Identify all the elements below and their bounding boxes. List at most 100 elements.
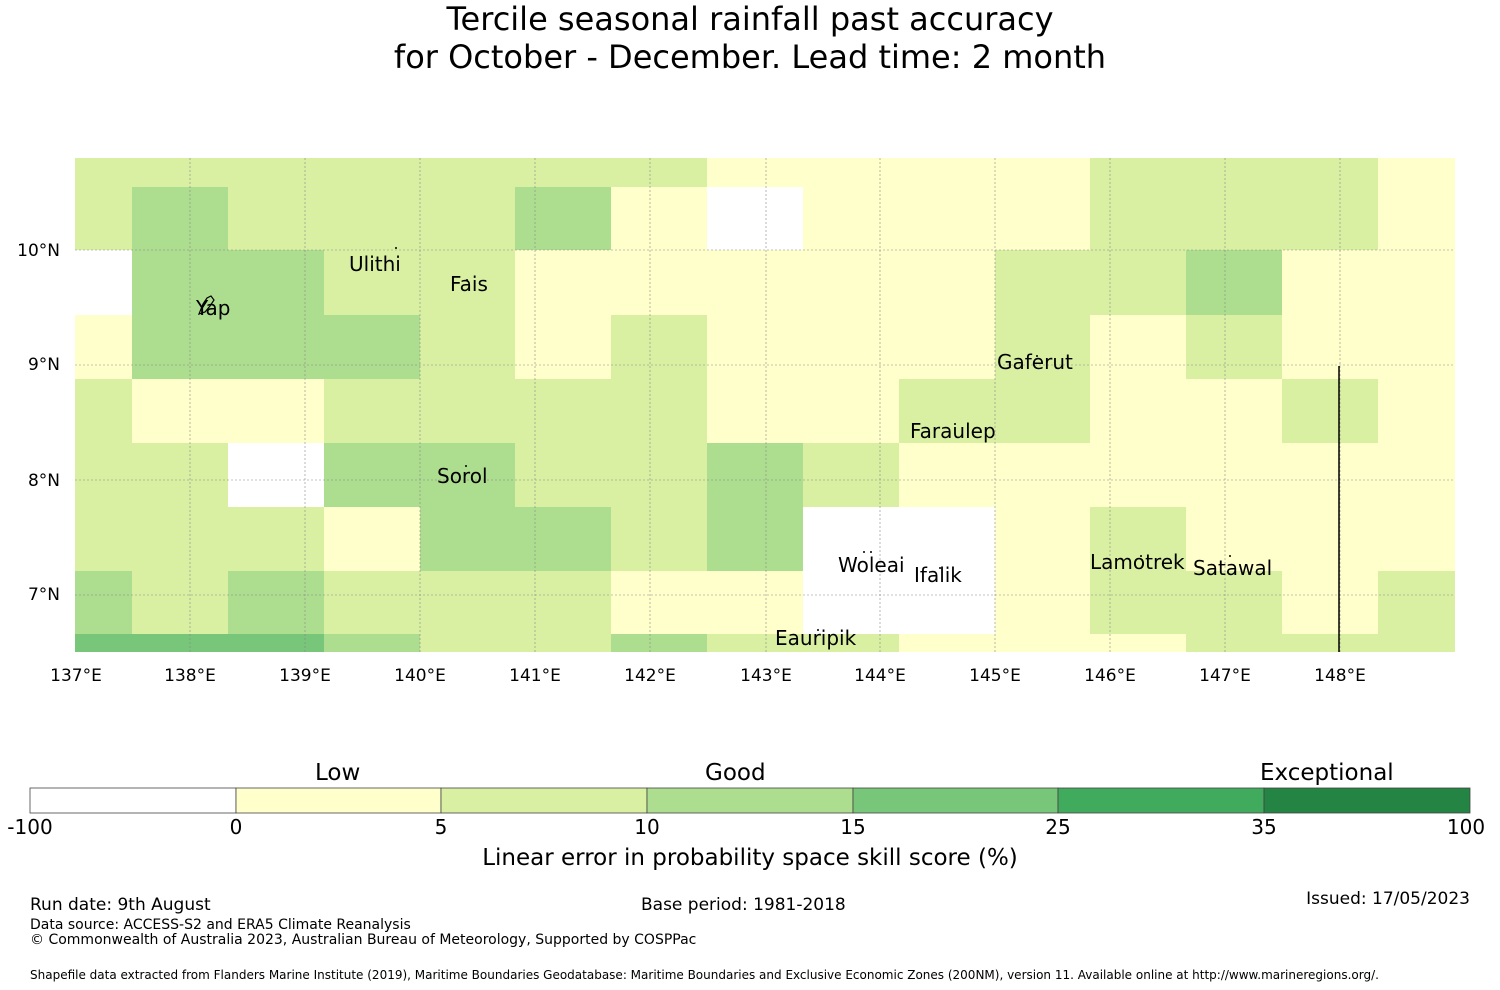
- grid-cell: [75, 379, 132, 443]
- grid-cell: [515, 187, 611, 250]
- grid-cell: [1186, 315, 1282, 379]
- woleai-island-dot: [870, 551, 872, 553]
- grid-cell: [1378, 379, 1455, 443]
- category-good: Good: [705, 760, 766, 786]
- satawal-island-dot: [1229, 555, 1231, 557]
- longitude-axis: 137°E 138°E 139°E 140°E 141°E 142°E 143°…: [50, 666, 1366, 686]
- lamotrek-island-dot: [1140, 555, 1142, 557]
- grid-cell: [420, 315, 515, 379]
- grid-cell: [132, 571, 228, 634]
- shapefile-credit: Shapefile data extracted from Flanders M…: [30, 968, 1379, 982]
- grid-cell: [324, 443, 515, 507]
- grid-cell: [1186, 507, 1455, 571]
- data-source: Data source: ACCESS-S2 and ERA5 Climate …: [30, 917, 411, 933]
- grid-cell: [75, 158, 707, 187]
- grid-cell: [611, 634, 707, 652]
- colorbar-segment: [235, 787, 442, 814]
- grid-cell: [995, 250, 1186, 315]
- colorbar: [29, 787, 1471, 814]
- grid-cell: [228, 571, 324, 634]
- grid-cell: [995, 315, 1090, 379]
- colorbar-tick: -100: [7, 815, 53, 839]
- grid-cell: [515, 250, 995, 315]
- grid-cell: [324, 634, 420, 652]
- grid-cell: [803, 187, 1090, 250]
- grid-cell: [132, 187, 228, 250]
- lon-tick-label: 141°E: [509, 666, 561, 686]
- skill-grid: [75, 158, 1455, 652]
- place-fais: Fais: [450, 272, 488, 296]
- yap-island-shape: [197, 295, 215, 315]
- grid-cell: [1090, 315, 1186, 379]
- grid-cell: [803, 443, 899, 507]
- colorbar-segment: [29, 787, 237, 814]
- grid-cell: [1378, 187, 1455, 250]
- run-date: Run date: 9th August: [30, 895, 211, 915]
- grid-cell: [1282, 315, 1455, 379]
- grid-cell: [707, 379, 899, 443]
- lat-tick-label: 8°N: [28, 471, 60, 491]
- grid-cell: [75, 250, 132, 315]
- ifalik-island-dot: [939, 567, 941, 569]
- place-eauripik: Eauripik: [775, 626, 857, 650]
- grid-cell: [707, 315, 995, 379]
- colorbar-tick: 25: [1045, 815, 1071, 839]
- grid-cell: [324, 507, 420, 571]
- grid-cell: [899, 443, 1455, 507]
- grid-cell: [1090, 634, 1186, 652]
- grid-cell: [132, 315, 420, 379]
- colorbar-segment: [1263, 787, 1471, 814]
- grid-cell: [1090, 187, 1378, 250]
- colorbar-segment: [852, 787, 1059, 814]
- grid-cell: [1090, 158, 1378, 187]
- fais-island-dot: [466, 279, 468, 281]
- grid-cell: [515, 315, 611, 379]
- grid-cell: [324, 250, 515, 315]
- grid-cell: [1090, 379, 1282, 443]
- lon-tick-label: 137°E: [50, 666, 102, 686]
- grid-cell: [324, 571, 611, 634]
- lon-tick-label: 139°E: [279, 666, 331, 686]
- grid-cell: [420, 507, 611, 571]
- lat-tick-label: 9°N: [28, 355, 60, 375]
- eauripik-island-dot: [817, 629, 819, 631]
- copyright: © Commonwealth of Australia 2023, Austra…: [30, 932, 697, 948]
- gaferut-island-dot: [1036, 355, 1038, 357]
- base-period: Base period: 1981-2018: [641, 895, 846, 915]
- colorbar-tick: 5: [434, 815, 448, 839]
- grid-cell: [995, 571, 1090, 634]
- place-satawal: Satawal: [1193, 556, 1272, 580]
- grid-cell: [228, 187, 515, 250]
- sorol-island-dot: [465, 465, 467, 467]
- lon-tick-label: 142°E: [624, 666, 676, 686]
- latitude-axis: 10°N 9°N 8°N 7°N: [17, 241, 60, 605]
- grid-cell: [707, 187, 803, 250]
- grid-cell: [75, 507, 324, 571]
- colorbar-tick: 100: [1446, 815, 1486, 839]
- lon-tick-label: 143°E: [740, 666, 792, 686]
- grid-cell: [611, 187, 707, 250]
- grid-cell: [995, 507, 1090, 571]
- faraulep-island-dot: [954, 423, 956, 425]
- grid-cell: [420, 634, 611, 652]
- colorbar-tick: 0: [229, 815, 243, 839]
- issued-date: Issued: 17/05/2023: [1306, 889, 1470, 909]
- grid-cell: [1282, 250, 1455, 315]
- place-woleai: Woleai: [838, 553, 905, 577]
- place-ifalik: Ifalik: [914, 563, 962, 587]
- grid-cell: [132, 379, 324, 443]
- grid-cell: [1282, 571, 1378, 634]
- woleai-island-dot: [863, 551, 865, 553]
- grid-cell: [611, 507, 707, 571]
- map-title-line-2: for October - December. Lead time: 2 mon…: [393, 38, 1107, 76]
- place-lamotrek: Lamotrek: [1090, 550, 1185, 574]
- grid-cell: [75, 187, 132, 250]
- lon-tick-label: 146°E: [1084, 666, 1136, 686]
- lat-tick-label: 7°N: [28, 585, 60, 605]
- grid-cell: [707, 158, 1090, 187]
- grid-cell: [899, 634, 995, 652]
- grid-cell: [1378, 571, 1455, 634]
- grid-cell: [515, 443, 707, 507]
- lat-tick-label: 10°N: [17, 241, 60, 261]
